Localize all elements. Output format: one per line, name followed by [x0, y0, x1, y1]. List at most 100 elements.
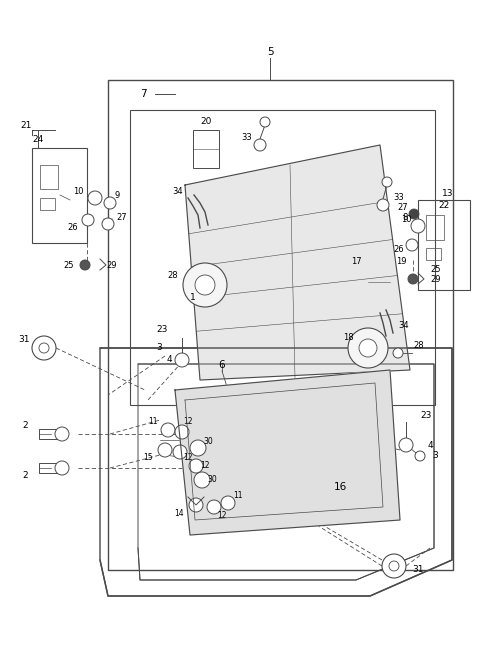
Text: 21: 21	[20, 121, 31, 131]
Circle shape	[382, 177, 392, 187]
Bar	[409, 242, 416, 248]
Text: 2: 2	[23, 422, 28, 430]
Circle shape	[221, 496, 235, 510]
Polygon shape	[100, 348, 452, 596]
Bar	[193, 130, 219, 168]
Bar	[40, 198, 55, 210]
Text: 12: 12	[217, 510, 227, 520]
Bar	[108, 80, 453, 570]
Polygon shape	[175, 370, 400, 535]
Text: 11: 11	[233, 491, 243, 501]
Circle shape	[102, 218, 114, 230]
Text: 19: 19	[396, 258, 407, 266]
Text: 29: 29	[107, 260, 117, 270]
Text: 30: 30	[203, 436, 213, 445]
Text: 22: 22	[438, 201, 449, 209]
Circle shape	[260, 117, 270, 127]
Circle shape	[175, 425, 189, 439]
Circle shape	[173, 445, 187, 459]
Circle shape	[55, 427, 69, 441]
Bar	[356, 305, 376, 335]
Text: 25: 25	[430, 266, 441, 274]
Circle shape	[409, 209, 419, 219]
Text: 10: 10	[401, 216, 412, 224]
Bar	[130, 110, 435, 405]
Circle shape	[195, 275, 215, 295]
Circle shape	[382, 554, 406, 578]
Circle shape	[55, 461, 69, 475]
Text: 34: 34	[398, 321, 408, 329]
Bar	[426, 248, 441, 260]
Text: 3: 3	[432, 451, 438, 461]
Text: 28: 28	[168, 270, 178, 279]
Circle shape	[104, 197, 116, 209]
Text: 10: 10	[73, 188, 84, 197]
Text: 30: 30	[207, 476, 217, 485]
Text: 14: 14	[174, 508, 184, 518]
Circle shape	[189, 459, 203, 473]
Circle shape	[393, 348, 403, 358]
Text: 12: 12	[200, 462, 210, 470]
Text: 23: 23	[156, 325, 168, 335]
Text: 27: 27	[397, 203, 408, 213]
Text: 23: 23	[420, 411, 432, 420]
Circle shape	[189, 498, 203, 512]
Text: 7: 7	[140, 89, 146, 99]
Text: 24: 24	[32, 136, 43, 144]
Text: 4: 4	[167, 356, 172, 365]
Text: 31: 31	[412, 565, 423, 575]
Text: 4: 4	[428, 440, 433, 449]
Text: 20: 20	[200, 117, 212, 127]
Circle shape	[406, 239, 418, 251]
Text: 17: 17	[351, 258, 362, 266]
Polygon shape	[185, 145, 410, 380]
Text: 8: 8	[403, 213, 408, 222]
Text: 12: 12	[183, 417, 193, 426]
Text: 25: 25	[63, 260, 74, 270]
Circle shape	[377, 199, 389, 211]
Circle shape	[158, 443, 172, 457]
Text: 29: 29	[430, 274, 441, 283]
Text: 16: 16	[334, 482, 347, 492]
Bar	[85, 217, 92, 223]
Text: 34: 34	[172, 188, 183, 197]
Text: 33: 33	[393, 194, 404, 203]
Circle shape	[207, 500, 221, 514]
Text: 1: 1	[190, 293, 196, 302]
Text: 28: 28	[413, 340, 424, 350]
Circle shape	[389, 561, 399, 571]
Circle shape	[254, 139, 266, 151]
Circle shape	[411, 219, 425, 233]
Circle shape	[82, 214, 94, 226]
Text: 12: 12	[183, 453, 193, 462]
Text: 33: 33	[241, 134, 252, 142]
Bar	[418, 200, 470, 290]
Polygon shape	[138, 364, 434, 580]
Text: 26: 26	[394, 245, 404, 255]
Text: 15: 15	[144, 453, 153, 462]
Text: 11: 11	[148, 417, 158, 426]
Text: 27: 27	[116, 213, 127, 222]
Circle shape	[39, 343, 49, 353]
Circle shape	[175, 353, 189, 367]
Text: 3: 3	[156, 342, 162, 352]
Bar	[32, 148, 87, 243]
Circle shape	[399, 438, 413, 452]
Bar	[91, 194, 99, 202]
Circle shape	[32, 336, 56, 360]
Text: 6: 6	[219, 360, 225, 370]
Text: 9: 9	[114, 192, 120, 201]
Circle shape	[408, 274, 418, 284]
Text: 5: 5	[267, 47, 273, 57]
Text: 18: 18	[343, 333, 354, 342]
Text: 31: 31	[19, 335, 30, 344]
Circle shape	[359, 339, 377, 357]
Bar	[39, 463, 61, 473]
Circle shape	[190, 440, 206, 456]
Bar	[368, 268, 390, 298]
Circle shape	[161, 423, 175, 437]
Circle shape	[80, 260, 90, 270]
Bar	[40, 165, 58, 189]
Bar	[426, 215, 444, 240]
Text: 26: 26	[67, 224, 78, 232]
